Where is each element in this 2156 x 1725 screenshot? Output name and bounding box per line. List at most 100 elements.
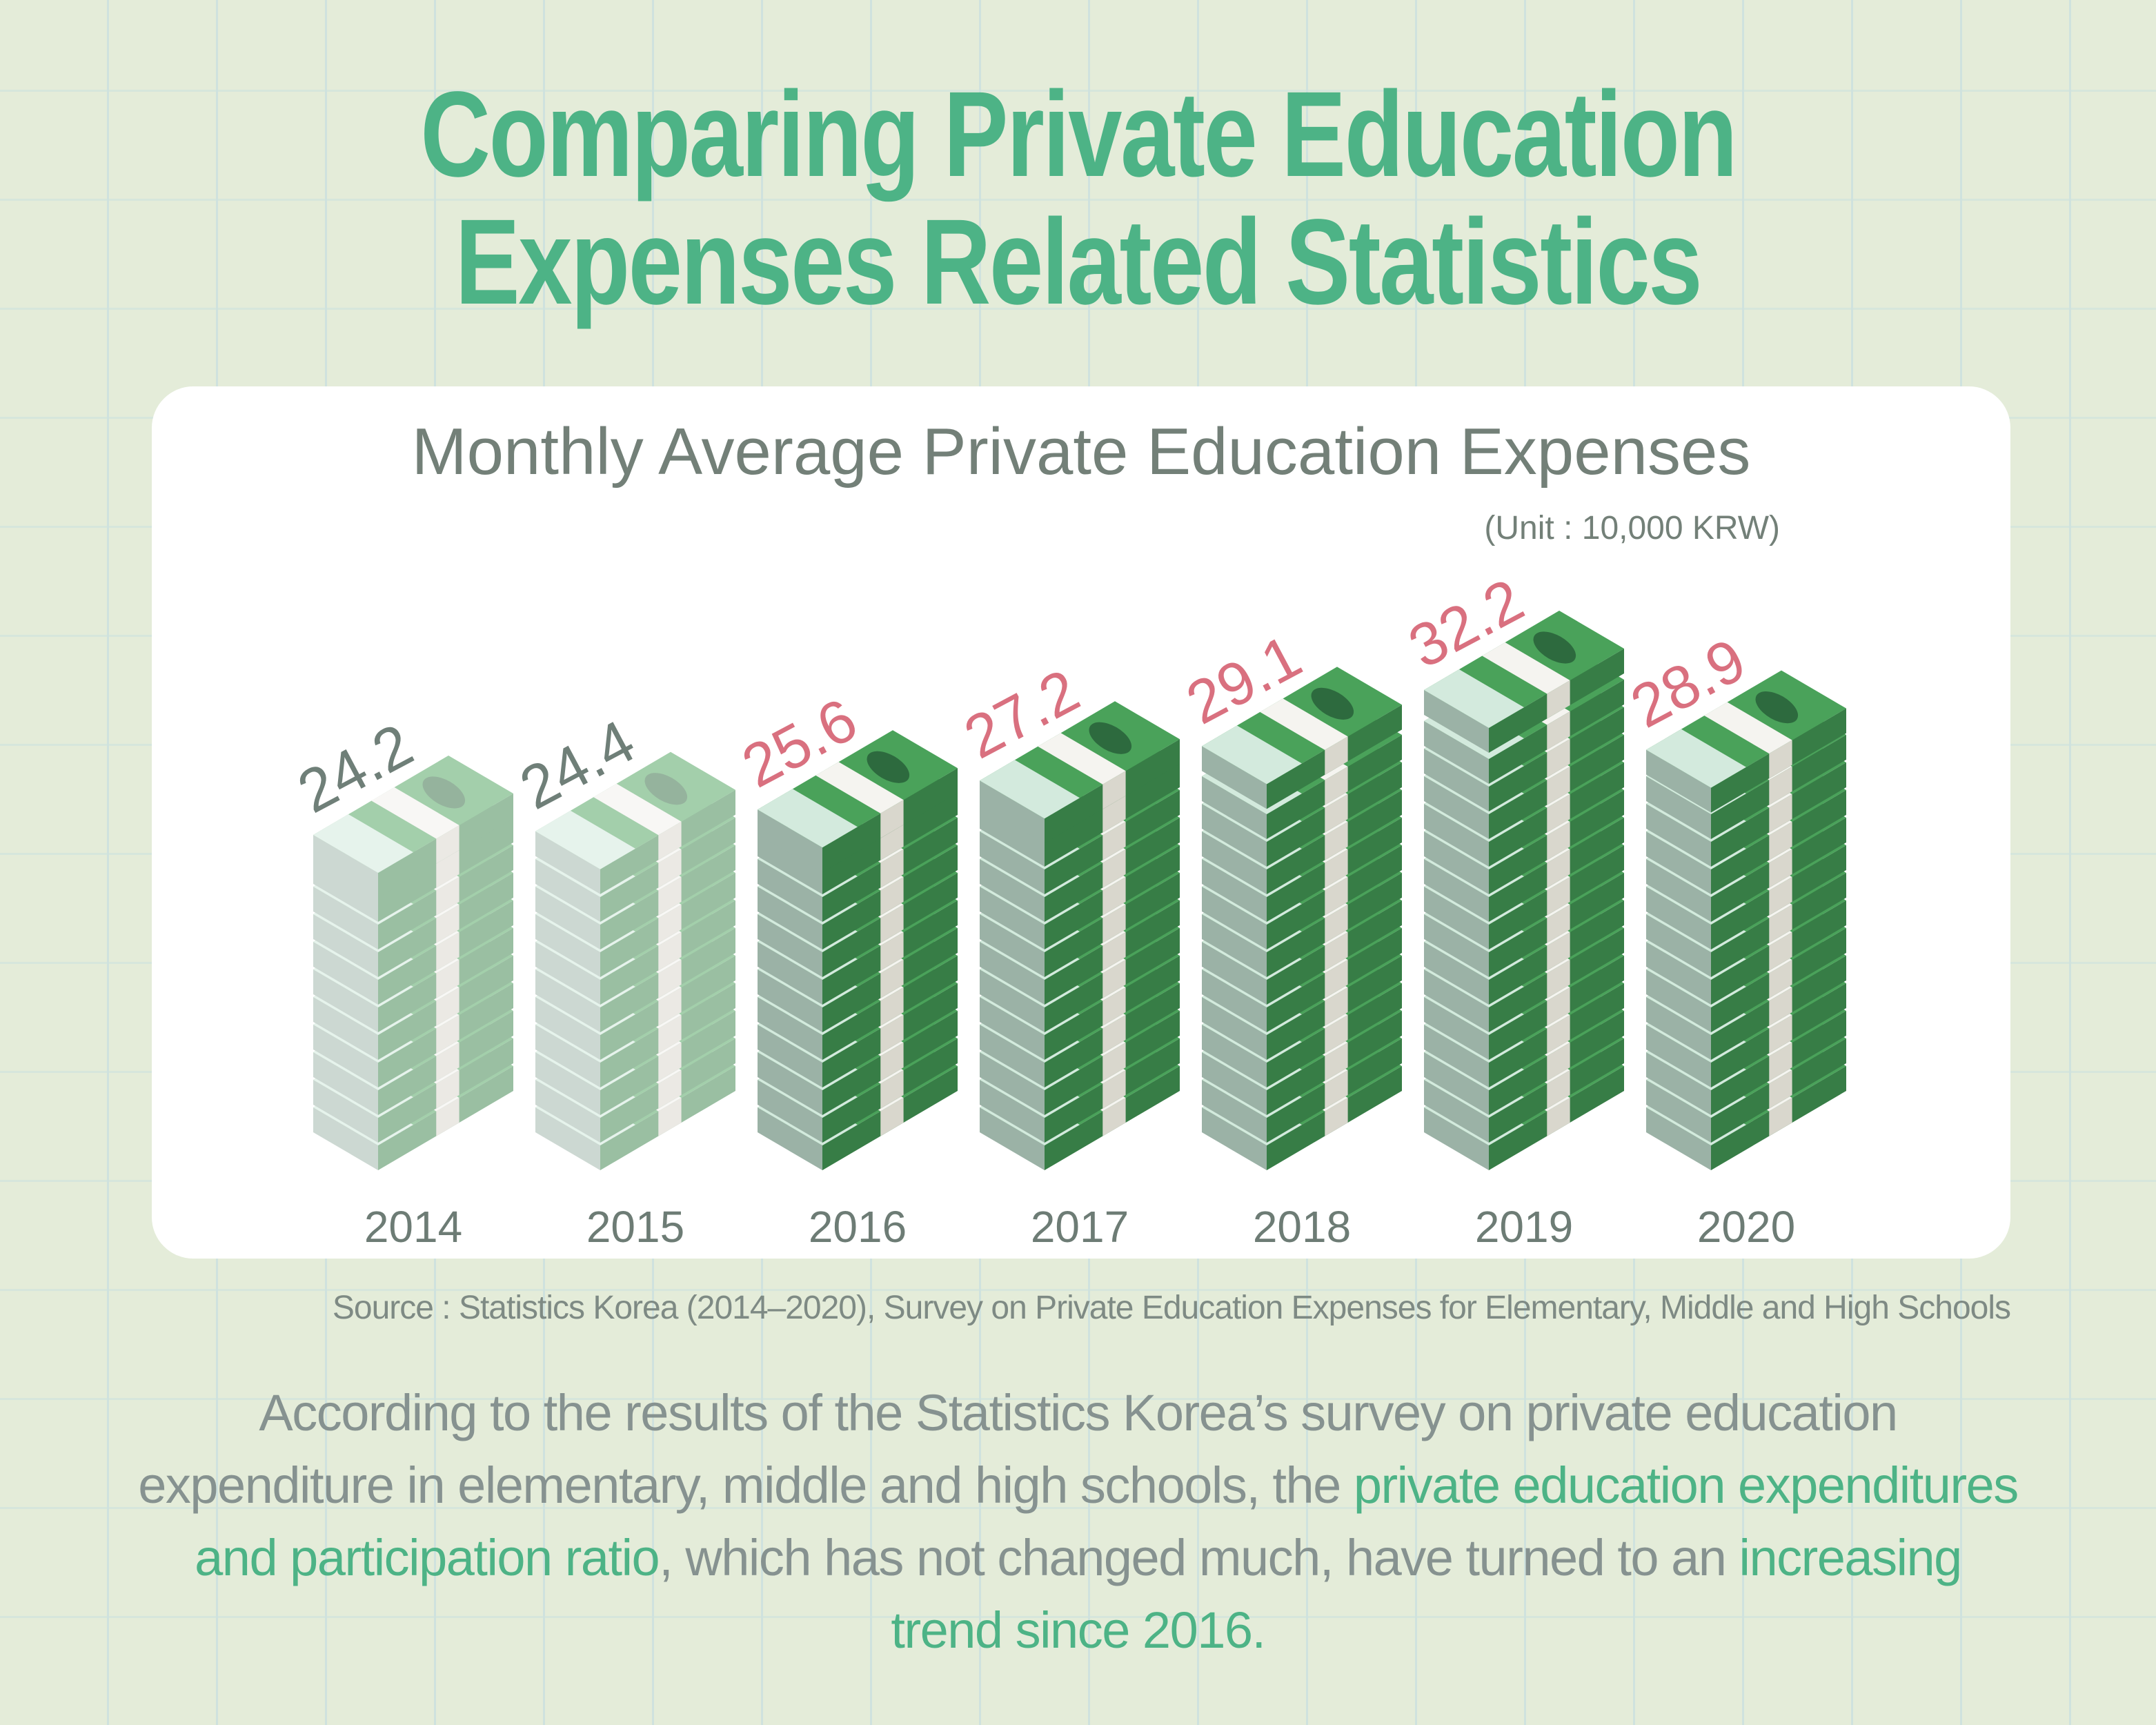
paper-band-side (1547, 1098, 1570, 1136)
paper-band-side (1769, 1070, 1792, 1109)
paper-band-side (1547, 905, 1570, 943)
paper-band-side (436, 960, 459, 998)
bill-left-face (313, 969, 378, 1032)
portrait-icon (1311, 687, 1354, 720)
paper-band-side (1102, 1043, 1126, 1081)
bill-left-face (980, 887, 1045, 949)
bill-left-face (1424, 1080, 1489, 1143)
paper-band-side (1102, 877, 1126, 916)
paper-band-side (1102, 849, 1126, 888)
paper-band-side (436, 877, 459, 916)
bill-left-face (1424, 914, 1489, 977)
bill-left-face (1424, 776, 1489, 839)
paper-band-side (658, 1098, 682, 1136)
bill-left-face (758, 809, 822, 873)
bill-left-face (1646, 1025, 1711, 1087)
bill-left-face (535, 1107, 600, 1170)
paper-band-side (880, 960, 904, 998)
bill-left-face (1424, 859, 1489, 922)
paper-band-side (1547, 960, 1570, 998)
page-title-line2: Expenses Related Statistics (455, 195, 1703, 330)
paper-band-side (658, 821, 682, 860)
paper-band-side (658, 905, 682, 943)
paper-band-side (1325, 767, 1348, 805)
paper-band-side (880, 800, 904, 838)
bill-left-face (1424, 969, 1489, 1032)
paper-band-side (1547, 1043, 1570, 1081)
bill-left-face (313, 1080, 378, 1143)
bill-left-face (535, 969, 600, 1032)
paper-band-side (1102, 905, 1126, 943)
paper-band-side (1102, 1098, 1126, 1136)
bill-left-face (980, 859, 1045, 922)
paper-band-side (1102, 987, 1126, 1026)
paper-band-side (1547, 932, 1570, 971)
bill-left-face (313, 997, 378, 1060)
bill-left-face (980, 831, 1045, 894)
page-title-line1: Comparing Private Education (420, 67, 1737, 202)
bill-left-face (758, 1052, 822, 1115)
bill-left-face (1646, 969, 1711, 1032)
bill-left-face (535, 1052, 600, 1115)
paper-band-side (1325, 932, 1348, 971)
paper-band-side (1102, 794, 1126, 833)
bill-left-face (758, 997, 822, 1060)
paper-band (593, 783, 682, 836)
bill-light-panel (1202, 725, 1302, 785)
paper-band-side (1769, 822, 1792, 860)
bill-left-face (313, 914, 378, 977)
paper-band-side (436, 1015, 459, 1054)
bill-left-face (1202, 914, 1267, 977)
bill-left-face (1202, 1080, 1267, 1143)
paper-band-side (1102, 960, 1126, 998)
paper-band-side (1325, 794, 1348, 833)
bill-left-face (313, 887, 378, 949)
paper-band-side (1769, 877, 1792, 916)
paper-band-side (1325, 1098, 1348, 1136)
bill-left-face (313, 1107, 378, 1170)
bill-left-face (1202, 804, 1267, 867)
year-label: 2018 (1253, 1202, 1351, 1252)
bill-left-face (980, 1025, 1045, 1087)
paper-band-side (1325, 1015, 1348, 1054)
bill-left-face (535, 914, 600, 977)
paper-band-side (880, 877, 904, 916)
bar-stack-2016 (758, 730, 958, 1170)
bill-left-face (1202, 997, 1267, 1060)
bill-left-face (1646, 859, 1711, 922)
paper-band-side (1325, 905, 1348, 943)
year-label: 2014 (364, 1202, 462, 1252)
portrait-icon (422, 776, 466, 809)
bill-left-face (758, 1080, 822, 1143)
bill-left-face (1646, 1080, 1711, 1143)
paper-band-side (1325, 822, 1348, 860)
bill-light-panel (313, 814, 413, 873)
bill-left-face (1202, 969, 1267, 1032)
portrait-icon (1755, 691, 1799, 724)
paper-band-side (1769, 740, 1792, 779)
bill-left-face (1646, 1052, 1711, 1115)
paper-band-side (880, 1043, 904, 1081)
description-highlight: increasing trend since 2016. (891, 1529, 1962, 1659)
bill-left-face (313, 859, 378, 922)
bill-left-face (535, 887, 600, 949)
bill-left-face (1646, 914, 1711, 977)
bill-left-face (980, 1052, 1045, 1115)
bar-stack-2020 (1646, 670, 1846, 1170)
paper-band-side (1769, 1098, 1792, 1136)
paper-band-side (1102, 1015, 1126, 1054)
portrait-icon (1089, 722, 1132, 754)
paper-band (1482, 642, 1570, 694)
paper-band-side (436, 932, 459, 971)
paper-band-side (436, 849, 459, 888)
bill-left-face (758, 1107, 822, 1170)
unit-label: (Unit : 10,000 KRW) (1484, 510, 1780, 546)
bill-left-face (980, 780, 1045, 844)
bill-left-face (535, 1080, 600, 1143)
bill-left-face (1424, 804, 1489, 867)
bill-left-face (313, 942, 378, 1005)
paper-band-side (1769, 960, 1792, 998)
bill-left-face (1646, 776, 1711, 839)
bill-left-face (1424, 831, 1489, 894)
paper-band-side (1102, 822, 1126, 860)
